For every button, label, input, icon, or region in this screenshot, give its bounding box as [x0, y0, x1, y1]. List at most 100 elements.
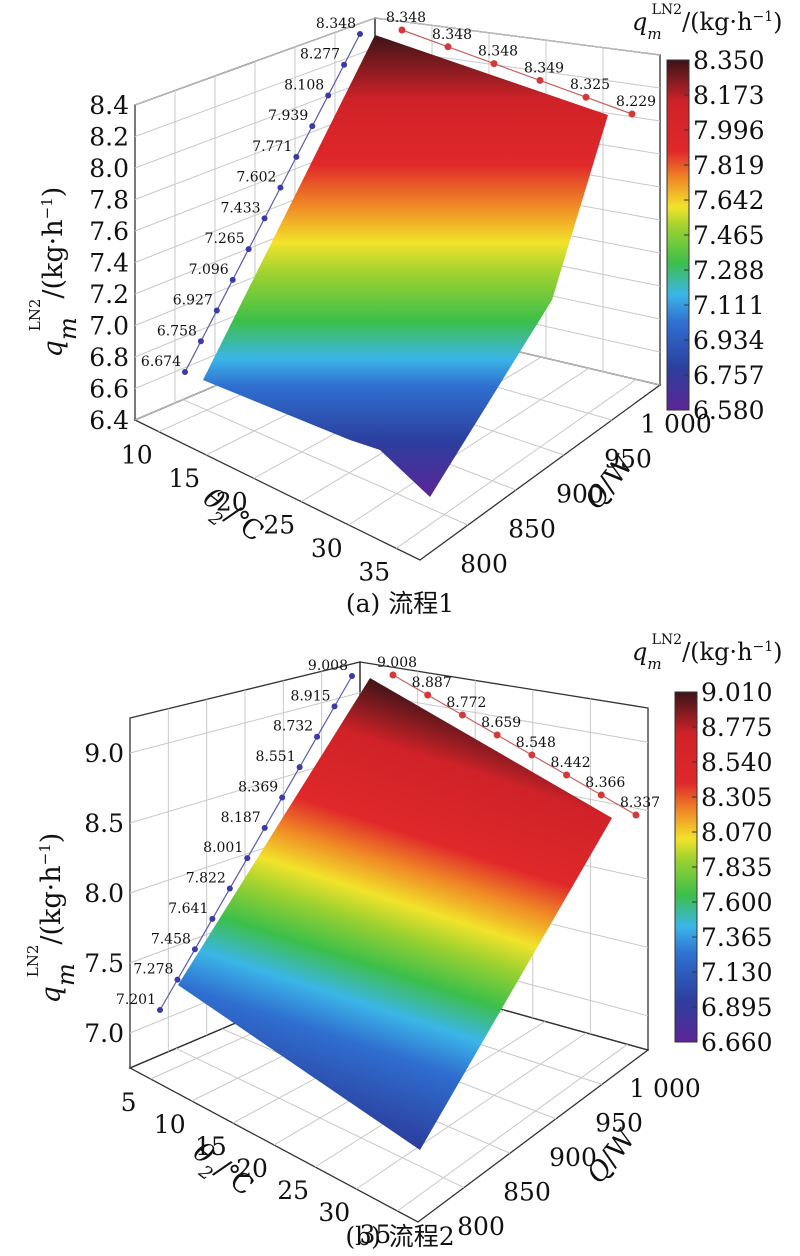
panel-b-y-tick-label: 850	[503, 1177, 551, 1206]
panel-b-left-projection-point	[314, 733, 321, 740]
panel-b-z-axis-label: qmLN2/(kg·h−1)	[24, 833, 80, 1004]
panel-b-x-tick-label: 10	[154, 1110, 186, 1139]
panel-a-back-projection-point	[444, 43, 452, 51]
panel-b-colorbar-tick-label: 7.600	[701, 888, 773, 917]
panel-a-left-projection-label: 6.674	[141, 354, 181, 370]
panel-a-left-projection-label: 8.277	[300, 47, 340, 63]
panel-b-surface	[178, 678, 612, 1150]
panel-a-colorbar-tick-label: 7.288	[693, 256, 765, 285]
panel-b-left-projection-point	[226, 885, 233, 892]
panel-b-back-projection-label: 8.548	[516, 735, 556, 751]
panel-a-left-projection-point	[213, 307, 220, 314]
panel-a-back-projection-label: 8.229	[616, 94, 656, 110]
panel-b-colorbar-tick-label: 6.895	[701, 993, 773, 1022]
panel-b-back-projection-point	[597, 791, 605, 799]
panel-a-left-projection-label: 7.265	[205, 231, 245, 247]
panel-a-left-projection-point	[325, 92, 332, 99]
panel-b-left-projection-label: 9.008	[308, 658, 348, 674]
panel-b-left-projection-point	[331, 703, 338, 710]
panel-b-caption: (b) 流程2	[345, 1222, 454, 1251]
panel-b-colorbar-tick-label: 8.305	[701, 783, 773, 812]
panel-a-left-projection-point	[229, 276, 236, 283]
panel-b-left-projection-point	[296, 764, 303, 771]
panel-b-z-tick-label: 7.0	[84, 1019, 124, 1048]
panel-b-back-projection-label: 8.442	[551, 755, 591, 771]
panel-a-colorbar-tick-label: 7.819	[693, 151, 765, 180]
panel-b-back-projection-point	[493, 731, 501, 739]
panel-b-back-projection-point	[563, 771, 571, 779]
panel-a-x-tick-label: 15	[168, 464, 200, 493]
panel-b-back-projection-label: 8.337	[620, 795, 660, 811]
panel-b-y-tick-label: 900	[549, 1143, 597, 1172]
panel-b-x-tick-label: 35	[360, 1220, 392, 1249]
panel-b-left-projection-point	[174, 976, 181, 983]
panel-b-left-projection-label: 7.458	[151, 931, 191, 947]
panel-b-colorbar-tick-label: 9.010	[701, 678, 773, 707]
panel-a: 6.674 6.758 6.927 7.096 7.265 7.433 7.602 7.771…	[26, 2, 783, 618]
panel-a-back-projection-label: 8.325	[570, 77, 610, 93]
panel-a-left-projection-point	[261, 215, 268, 222]
panel-a-left-projection-label: 7.771	[252, 139, 292, 155]
panel-b-back-projection-label: 8.366	[585, 775, 625, 791]
panel-a-colorbar-tick-label: 6.580	[693, 396, 765, 425]
panel-b-back-projection-point	[389, 671, 397, 679]
panel-b-left-projection-point	[349, 673, 355, 679]
panel-a-x-tick-label: 20	[216, 487, 248, 516]
panel-a-left-projection-point	[357, 31, 363, 37]
panel-a-back-projection-point	[398, 26, 406, 34]
panel-a-z-tick-label: 7.6	[89, 217, 129, 246]
panel-b-back-projection-point	[458, 711, 466, 719]
panel-b-colorbar-tick-label: 8.775	[701, 713, 773, 742]
panel-a-caption: (a) 流程1	[346, 589, 454, 618]
panel-b-left-projection-point	[244, 855, 251, 862]
panel-a-z-axis-label: qmLN2/(kg·h−1)	[26, 187, 82, 358]
panel-a-left-projection-label: 7.096	[189, 262, 229, 278]
panel-b-left-projection-label: 8.732	[273, 719, 313, 735]
panel-b-back-projection-label: 8.772	[446, 695, 486, 711]
panel-b-colorbar-tick-label: 7.835	[701, 853, 773, 882]
panel-a-colorbar-tick-label: 8.173	[693, 81, 765, 110]
panel-b-colorbar-tick-label: 7.365	[701, 923, 773, 952]
panel-b-x-tick-label: 25	[277, 1176, 309, 1205]
panel-b-back-projection-point	[424, 691, 432, 699]
panel-b-left-projection-label: 8.369	[238, 779, 278, 795]
panel-b-x-tick-label: 5	[121, 1088, 137, 1117]
panel-b-back-projection-point	[528, 751, 536, 759]
panel-a-colorbar-tick-label: 7.111	[693, 291, 765, 320]
panel-b-back-projection-label: 8.887	[412, 675, 452, 691]
panel-a-z-tick-label: 8.0	[89, 154, 129, 183]
panel-a-back-projection-point	[490, 60, 498, 68]
panel-b-x-tick-label: 15	[195, 1132, 227, 1161]
panel-a-left-projection-point	[245, 246, 252, 253]
panel-b-z-tick-label: 8.5	[84, 809, 124, 838]
panel-b-left-projection-line	[159, 675, 353, 1011]
panel-a-x-tick-label: 30	[311, 534, 343, 563]
panel-a-y-tick-label: 950	[604, 445, 652, 474]
panel-a-left-projection-point	[277, 184, 284, 191]
panel-a-z-tick-label: 7.8	[89, 186, 129, 215]
panel-a-back-projection-point	[582, 93, 590, 101]
panel-a-back-projection-point	[628, 110, 636, 118]
panel-b-colorbar-tick-label: 8.070	[701, 818, 773, 847]
panel-a-colorbar-tick-label: 7.996	[693, 116, 765, 145]
panel-a-z-tick-label: 8.2	[89, 123, 129, 152]
panel-b-left-projection-point	[261, 824, 268, 831]
panel-a-z-tick-label: 7.0	[89, 312, 129, 341]
panel-a-back-projection-label: 8.348	[432, 27, 472, 43]
panel-b-left-projection-label: 7.201	[116, 992, 156, 1008]
panel-a-colorbar-tick-label: 6.757	[693, 361, 765, 390]
panel-b-colorbar-title: qmLN2/(kg·h−1)	[632, 632, 783, 673]
panel-a-left-projection-label: 7.433	[220, 200, 260, 216]
panel-b-left-projection-label: 8.551	[256, 749, 296, 765]
panel-a-z-tick-label: 6.6	[89, 375, 129, 404]
svg-text:qmLN2/(kg·h−1): qmLN2/(kg·h−1)	[26, 187, 82, 358]
panel-b-y-tick-label: 1 000	[629, 1074, 701, 1103]
panel-b: 7.201 7.278 7.458 7.641 7.822 8.001 8.187 8.369…	[24, 632, 783, 1251]
panel-b-left-projection-point	[157, 1007, 163, 1013]
panel-b-left-projection-label: 7.278	[133, 962, 173, 978]
panel-a-back-projection-label: 8.349	[524, 60, 564, 76]
panel-b-back-projection-label: 8.659	[481, 715, 521, 731]
panel-a-y-tick-label: 850	[508, 515, 556, 544]
panel-b-left-projection-label: 8.001	[203, 840, 243, 856]
panel-a-left-projection-point	[293, 153, 300, 160]
